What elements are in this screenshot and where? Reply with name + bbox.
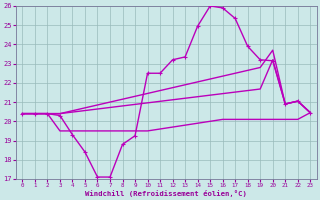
- X-axis label: Windchill (Refroidissement éolien,°C): Windchill (Refroidissement éolien,°C): [85, 190, 247, 197]
